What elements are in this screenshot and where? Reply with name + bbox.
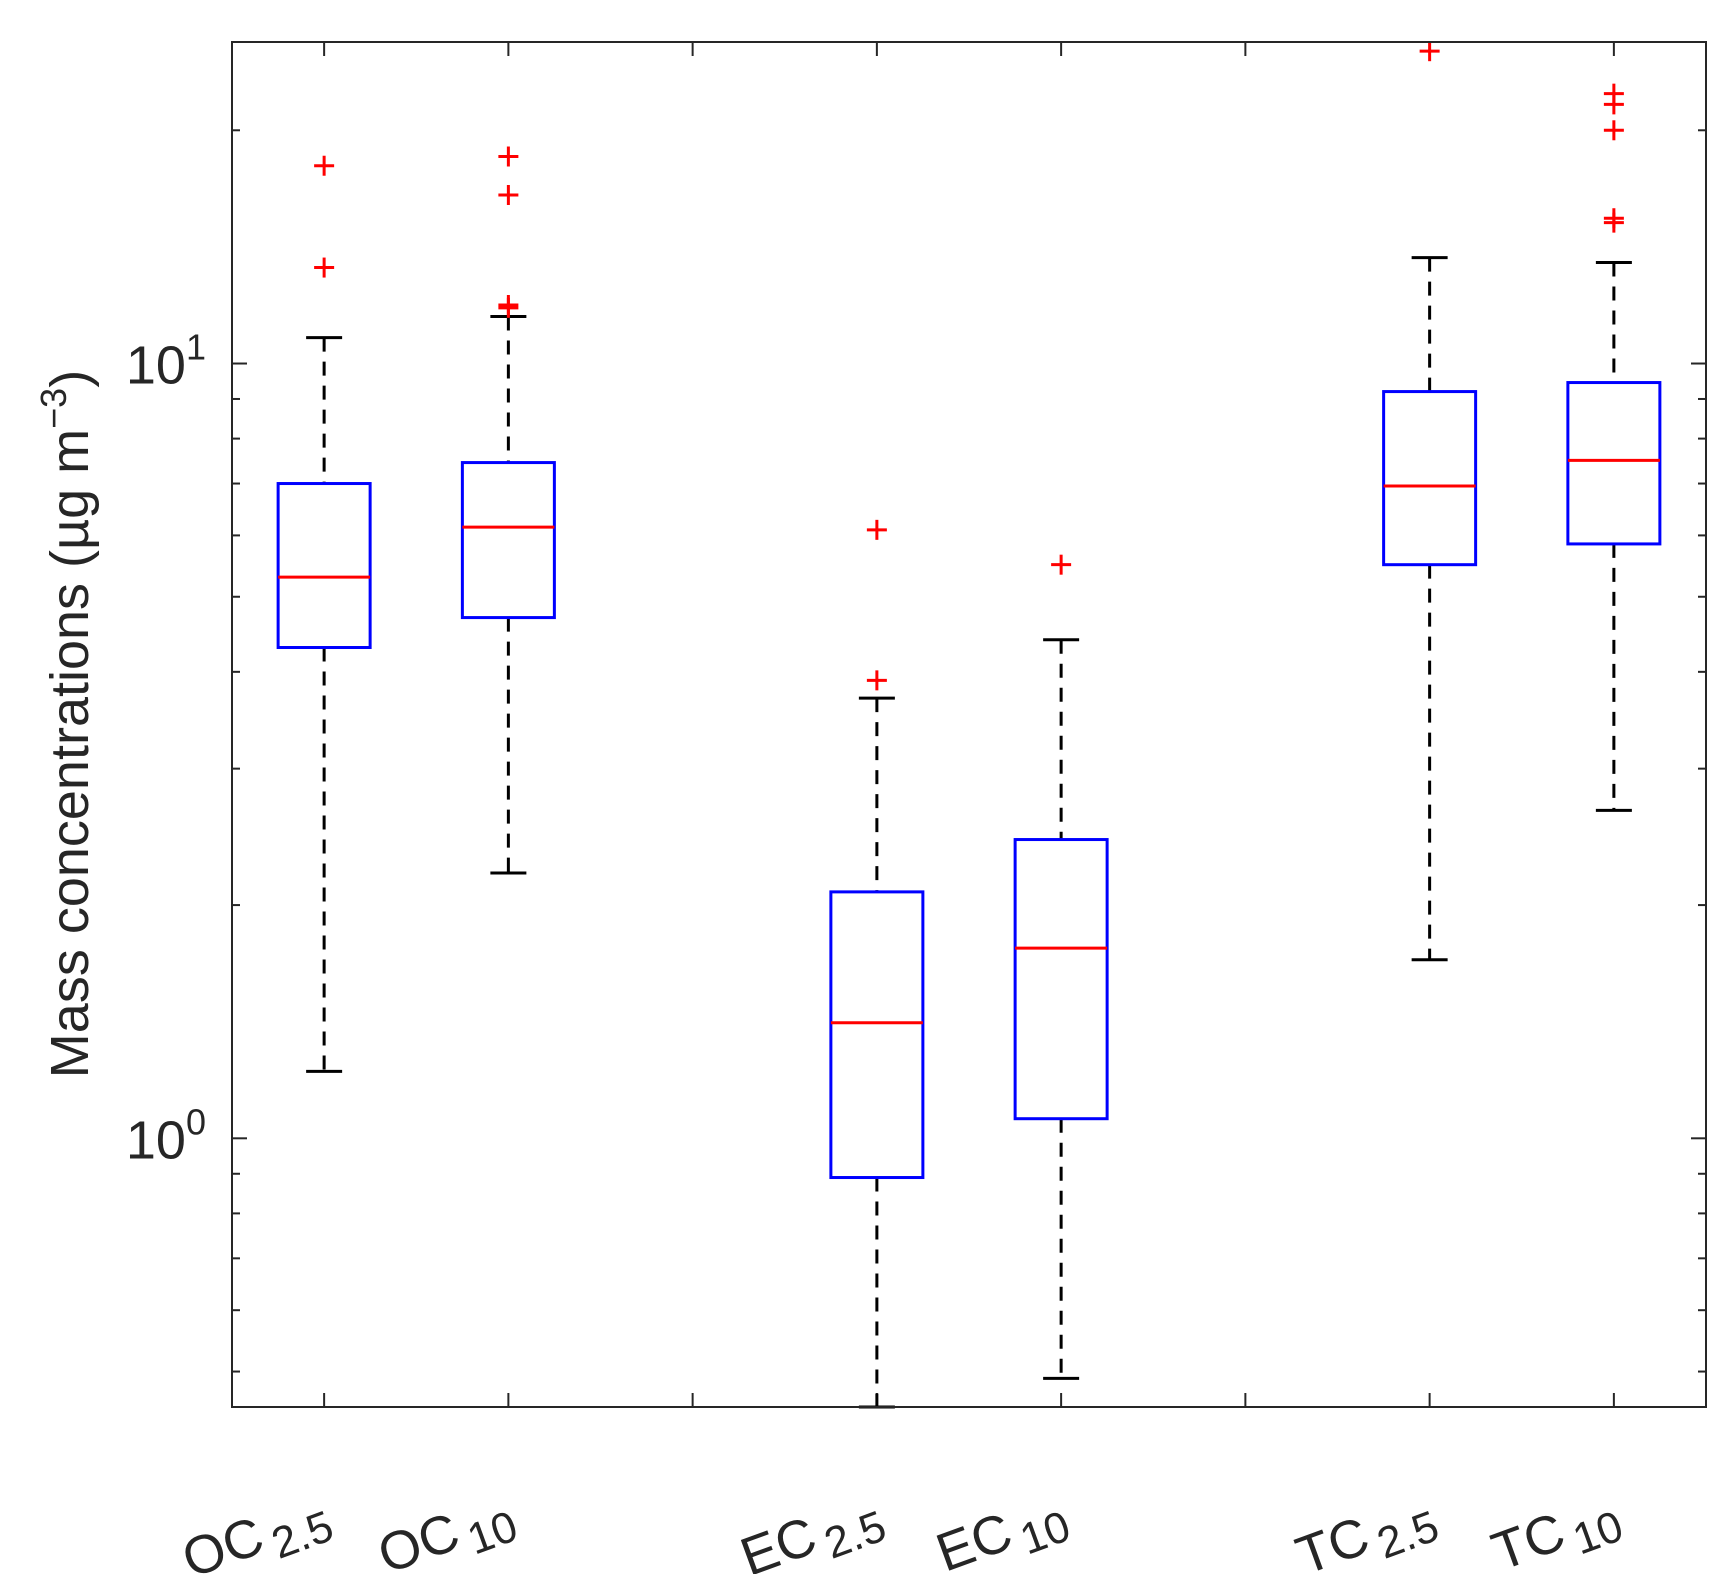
x-tick-label: OC2.5 xyxy=(175,1482,340,1574)
x-tick-label-sub: 2.5 xyxy=(265,1502,339,1569)
outlier-marker xyxy=(866,519,887,540)
x-tick-label-sub: 2.5 xyxy=(1371,1502,1445,1569)
y-axis-label: Mass concentrations (µg m−3) xyxy=(33,370,100,1078)
x-tick-label: OC10 xyxy=(370,1482,524,1574)
y-tick-label-base: 10 xyxy=(126,1110,186,1170)
outlier-marker xyxy=(498,146,519,167)
x-tick-label-base: TC xyxy=(1289,1506,1377,1574)
y-tick-label-exp: 1 xyxy=(186,327,206,368)
outlier-marker xyxy=(1419,41,1440,62)
outlier-marker xyxy=(1603,83,1624,104)
x-tick-label: TC10 xyxy=(1484,1482,1629,1574)
outlier-marker xyxy=(498,185,519,206)
box-TC10 xyxy=(1566,83,1662,812)
y-axis-label-sup: −3 xyxy=(33,388,74,429)
x-tick-label-sub: 10 xyxy=(1567,1502,1630,1565)
x-tick-label-base: OC xyxy=(175,1506,272,1574)
x-tick-label-base: EC xyxy=(929,1501,1020,1574)
x-tick-label-sub: 10 xyxy=(461,1502,524,1565)
outlier-marker xyxy=(1603,120,1624,141)
x-tick-label-base: EC xyxy=(733,1506,824,1574)
box-EC2.5 xyxy=(829,519,925,1409)
y-tick-label: 100 xyxy=(126,1101,206,1170)
y-axis-label-close: ) xyxy=(40,370,100,388)
box-TC2.5 xyxy=(1382,41,1478,962)
iqr-box xyxy=(829,890,925,1180)
x-tick-label: TC2.5 xyxy=(1289,1482,1446,1574)
y-tick-label-base: 10 xyxy=(126,336,186,396)
axes-frame xyxy=(231,41,1707,1408)
box-OC10 xyxy=(460,146,556,875)
plot-area xyxy=(232,42,1706,1407)
outlier-marker xyxy=(1603,208,1624,229)
outlier-marker xyxy=(498,294,519,315)
outlier-marker xyxy=(1051,554,1072,575)
x-tick-label-base: OC xyxy=(370,1501,467,1574)
box-EC10 xyxy=(1013,554,1109,1380)
iqr-box xyxy=(1382,390,1478,567)
x-tick-label: EC2.5 xyxy=(733,1482,892,1574)
iqr-box xyxy=(276,482,372,650)
boxes xyxy=(276,41,1662,1409)
outlier-marker xyxy=(314,257,335,278)
outlier-marker xyxy=(866,670,887,691)
y-axis-label-main: Mass concentrations (µg m xyxy=(40,429,100,1078)
y-tick-label: 101 xyxy=(126,327,206,396)
x-tick-label: EC10 xyxy=(929,1482,1077,1574)
box-OC2.5 xyxy=(276,155,372,1073)
y-tick-label-exp: 0 xyxy=(186,1101,206,1142)
x-tick-label-sub: 10 xyxy=(1014,1502,1077,1565)
outlier-marker xyxy=(314,155,335,176)
iqr-box xyxy=(1566,381,1662,546)
iqr-box xyxy=(1013,838,1109,1121)
x-tick-label-sub: 2.5 xyxy=(818,1502,892,1569)
iqr-box xyxy=(460,461,556,620)
x-tick-label-base: TC xyxy=(1484,1501,1572,1574)
x-tick-labels: OC2.5 OC10 EC2.5 EC10 TC2.5 TC10 xyxy=(175,1482,1630,1574)
